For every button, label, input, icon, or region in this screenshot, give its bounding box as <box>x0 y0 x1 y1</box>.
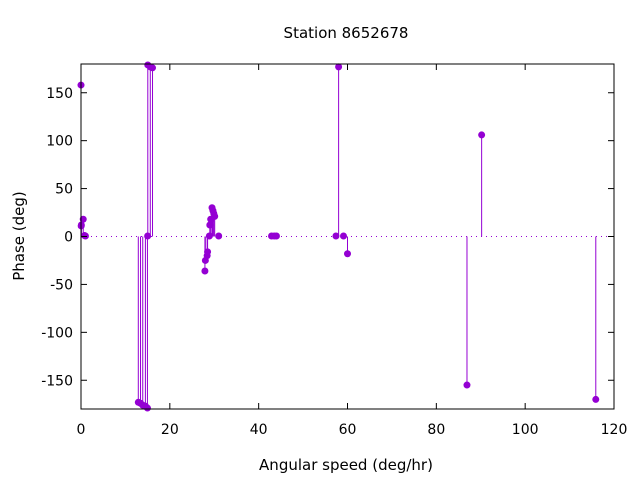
x-axis-label: Angular speed (deg/hr) <box>259 456 433 474</box>
x-tick-label: 40 <box>250 422 268 438</box>
y-axis: -150 -100 -50 0 50 100 150 <box>41 86 614 389</box>
y-tick-label: -150 <box>41 373 73 389</box>
y-tick-label: 150 <box>46 86 73 102</box>
data-point <box>592 395 600 403</box>
x-tick-label: 20 <box>161 422 179 438</box>
y-tick-label: 50 <box>55 182 73 198</box>
y-tick-label: 100 <box>46 134 73 150</box>
y-tick-label: -50 <box>50 277 73 293</box>
y-tick-label: -100 <box>41 325 73 341</box>
y-tick-label: 0 <box>64 230 73 246</box>
data-point <box>478 131 486 139</box>
chart-title: Station 8652678 <box>284 24 409 42</box>
data-point <box>344 250 351 258</box>
x-tick-label: 120 <box>601 422 628 438</box>
plot-area <box>77 61 615 412</box>
data-point <box>215 232 223 240</box>
y-axis-label: Phase (deg) <box>10 191 28 281</box>
data-point <box>143 404 151 412</box>
x-tick-label: 60 <box>339 422 357 438</box>
x-tick-label: 0 <box>77 422 86 438</box>
data-point <box>335 63 343 71</box>
data-point <box>332 232 340 240</box>
data-point <box>149 64 157 72</box>
x-tick-label: 80 <box>427 422 445 438</box>
data-point <box>205 232 213 240</box>
x-axis: 0 20 40 60 80 100 120 <box>77 64 628 438</box>
data-point <box>211 212 219 220</box>
data-point <box>272 232 280 240</box>
data-point <box>206 221 214 229</box>
data-point <box>204 248 212 256</box>
data-point <box>463 381 471 389</box>
data-point <box>340 232 348 240</box>
x-tick-label: 100 <box>512 422 539 438</box>
data-point <box>144 232 152 240</box>
data-point <box>201 267 209 275</box>
